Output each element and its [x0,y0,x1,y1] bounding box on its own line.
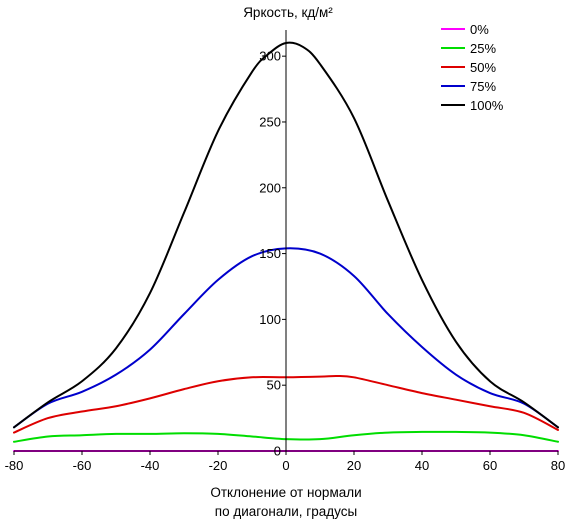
x-tick-label: -20 [209,458,228,473]
legend-label: 50% [470,60,496,75]
series-line-50pct [13,374,559,434]
ticks-layer: -80 -60 -40 -20 0 20 40 60 80 0 50 100 150 200 250 300 [5,49,566,473]
x-tick-label: -80 [5,458,24,473]
legend-label: 75% [470,79,496,94]
legend-label: 25% [470,41,496,56]
y-tick-label: 0 [274,444,281,459]
x-tick-label: 60 [483,458,497,473]
y-tick-label: 300 [259,49,281,64]
x-axis-title-line-1: Отклонение от нормали [210,485,361,500]
y-axis-title: Яркость, кд/м² [243,5,333,20]
y-tick-label: 250 [259,114,281,129]
y-tick-label: 200 [259,180,281,195]
y-tick-label: 100 [259,312,281,327]
y-tick-label: 50 [267,378,281,393]
legend-label: 0% [470,22,489,37]
x-tick-label: -60 [73,458,92,473]
x-tick-label: 40 [415,458,429,473]
x-tick-label: -40 [141,458,160,473]
x-tick-label: 80 [551,458,565,473]
x-tick-label: 0 [282,458,289,473]
legend: 0% 25% 50% 75% 100% [441,22,504,113]
x-tick-label: 20 [347,458,361,473]
x-axis-title-line-2: по диагонали, градусы [215,504,357,519]
y-tick-label: 150 [259,246,281,261]
legend-label: 100% [470,98,504,113]
